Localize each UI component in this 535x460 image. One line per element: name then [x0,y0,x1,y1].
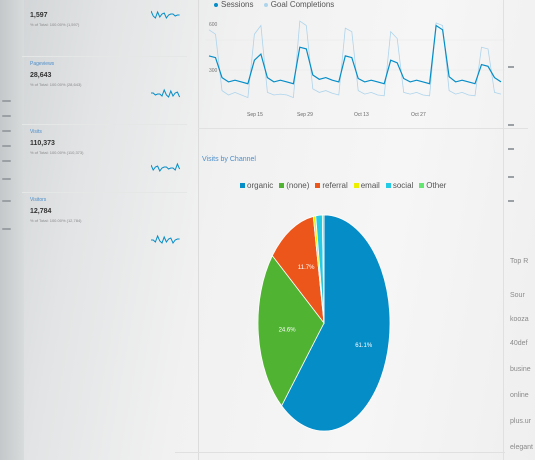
right-panel-heading: Top R [510,258,529,265]
pie-chart-legend: organic (none) referral email social Other [240,181,452,190]
legend-item-other[interactable]: Other [419,181,446,190]
metric-cards-column: 1,597 % of Total: 100.00% (1,597) Pagevi… [22,0,192,460]
pie-slice-organic[interactable] [281,214,391,432]
pie-slice-label: 11.7% [298,265,315,271]
metric-card[interactable]: Visitors 12,784 % of Total: 100.00% (12,… [22,192,187,248]
metric-sub: % of Total: 100.00% (12,784) [30,218,82,223]
metric-sub: % of Total: 100.00% (1,597) [30,22,80,27]
left-nav-strip [0,0,24,460]
column-divider [503,0,504,460]
legend-swatch [240,183,245,189]
sparkline [151,162,181,172]
right-panel-item[interactable]: busine [510,366,531,373]
y-axis-label: 300 [209,68,218,74]
right-marker [508,66,514,68]
legend-item-organic[interactable]: organic [240,181,273,190]
right-panel-item[interactable]: elegant [510,444,533,451]
right-panel-item[interactable]: Sour [510,292,525,299]
metric-name: Visits [30,129,42,135]
legend-item-email[interactable]: email [353,181,380,190]
metric-name: Visitors [30,197,47,203]
x-axis-tick: Sep 15 [247,112,263,118]
visits-by-channel-pie[interactable]: 61.1% 24.6% 11.7% [258,213,398,435]
right-marker [508,124,514,126]
legend-item-referral[interactable]: referral [315,181,348,190]
legend-dot [214,2,218,7]
right-panel-item[interactable]: online [510,392,529,399]
right-panel-item[interactable]: plus.ur [510,418,532,425]
metric-name: Pageviews [30,61,55,67]
metric-value: 110,373 [30,140,55,147]
column-divider [198,0,199,460]
legend-item-goal-completions[interactable]: Goal Completions [263,0,335,9]
goal-completions-line [208,20,502,99]
metric-value: 1,597 [30,12,48,19]
nav-marker[interactable] [2,178,11,180]
right-panel-item[interactable]: kooza [510,316,529,323]
nav-marker[interactable] [2,145,11,147]
metric-card[interactable]: 1,597 % of Total: 100.00% (1,597) [22,0,187,38]
legend-dot [263,2,268,7]
x-axis-tick: Oct 27 [411,112,426,118]
right-marker [508,148,514,150]
nav-marker[interactable] [2,100,11,102]
line-chart-legend: Sessions Goal Completions [214,0,342,9]
legend-swatch [315,183,321,189]
legend-swatch [419,183,425,189]
legend-item-social[interactable]: social [385,181,414,190]
y-axis-label: 600 [209,22,218,28]
pie-chart-title: Visits by Channel [202,156,256,163]
pie-slice-other[interactable] [321,214,325,324]
legend-label: Goal Completions [270,0,335,9]
legend-label: (none) [286,181,310,190]
right-panel: Top R Sour kooza 40def busine online plu… [506,0,535,460]
pie-slice-referral[interactable] [271,215,325,325]
legend-label: email [360,181,380,190]
metric-value: 12,784 [30,208,52,215]
metric-card[interactable]: Pageviews 28,643 % of Total: 100.00% (28… [22,56,187,108]
right-marker [508,176,514,178]
section-divider [198,128,528,129]
right-panel-item[interactable]: 40def [510,340,528,347]
legend-item-none[interactable]: (none) [279,181,309,190]
metric-card[interactable]: Visits 110,373 % of Total: 100.00% (110,… [22,124,187,180]
right-marker [508,200,514,202]
metric-sub: % of Total: 100.00% (28,643) [30,82,82,87]
metric-value: 28,643 [30,72,52,79]
pie-slice-label: 61.1% [355,343,373,349]
sessions-line [208,24,502,85]
sessions-line-chart[interactable]: 600 300 [205,8,505,112]
pie-slice-label: 24.6% [279,328,297,334]
legend-label: organic [247,181,274,190]
legend-label: social [392,181,414,190]
x-axis-tick: Oct 13 [354,112,369,118]
sparkline [151,234,180,244]
nav-marker[interactable] [2,160,11,162]
nav-marker[interactable] [2,130,11,132]
nav-marker[interactable] [2,115,11,117]
legend-swatch [353,183,359,189]
legend-label: referral [322,181,348,190]
legend-item-sessions[interactable]: Sessions [214,0,253,9]
metric-sub: % of Total: 100.00% (110,373) [30,150,84,155]
sparkline [151,10,180,19]
legend-label: Other [426,181,447,190]
bottom-divider [175,452,505,453]
sparkline [151,88,181,98]
nav-marker[interactable] [2,200,11,202]
legend-label: Sessions [221,0,254,9]
nav-marker[interactable] [2,228,11,230]
legend-swatch [279,183,285,189]
x-axis-tick: Sep 29 [297,112,313,118]
legend-swatch [385,183,391,189]
pie-slice-none[interactable] [258,254,325,407]
